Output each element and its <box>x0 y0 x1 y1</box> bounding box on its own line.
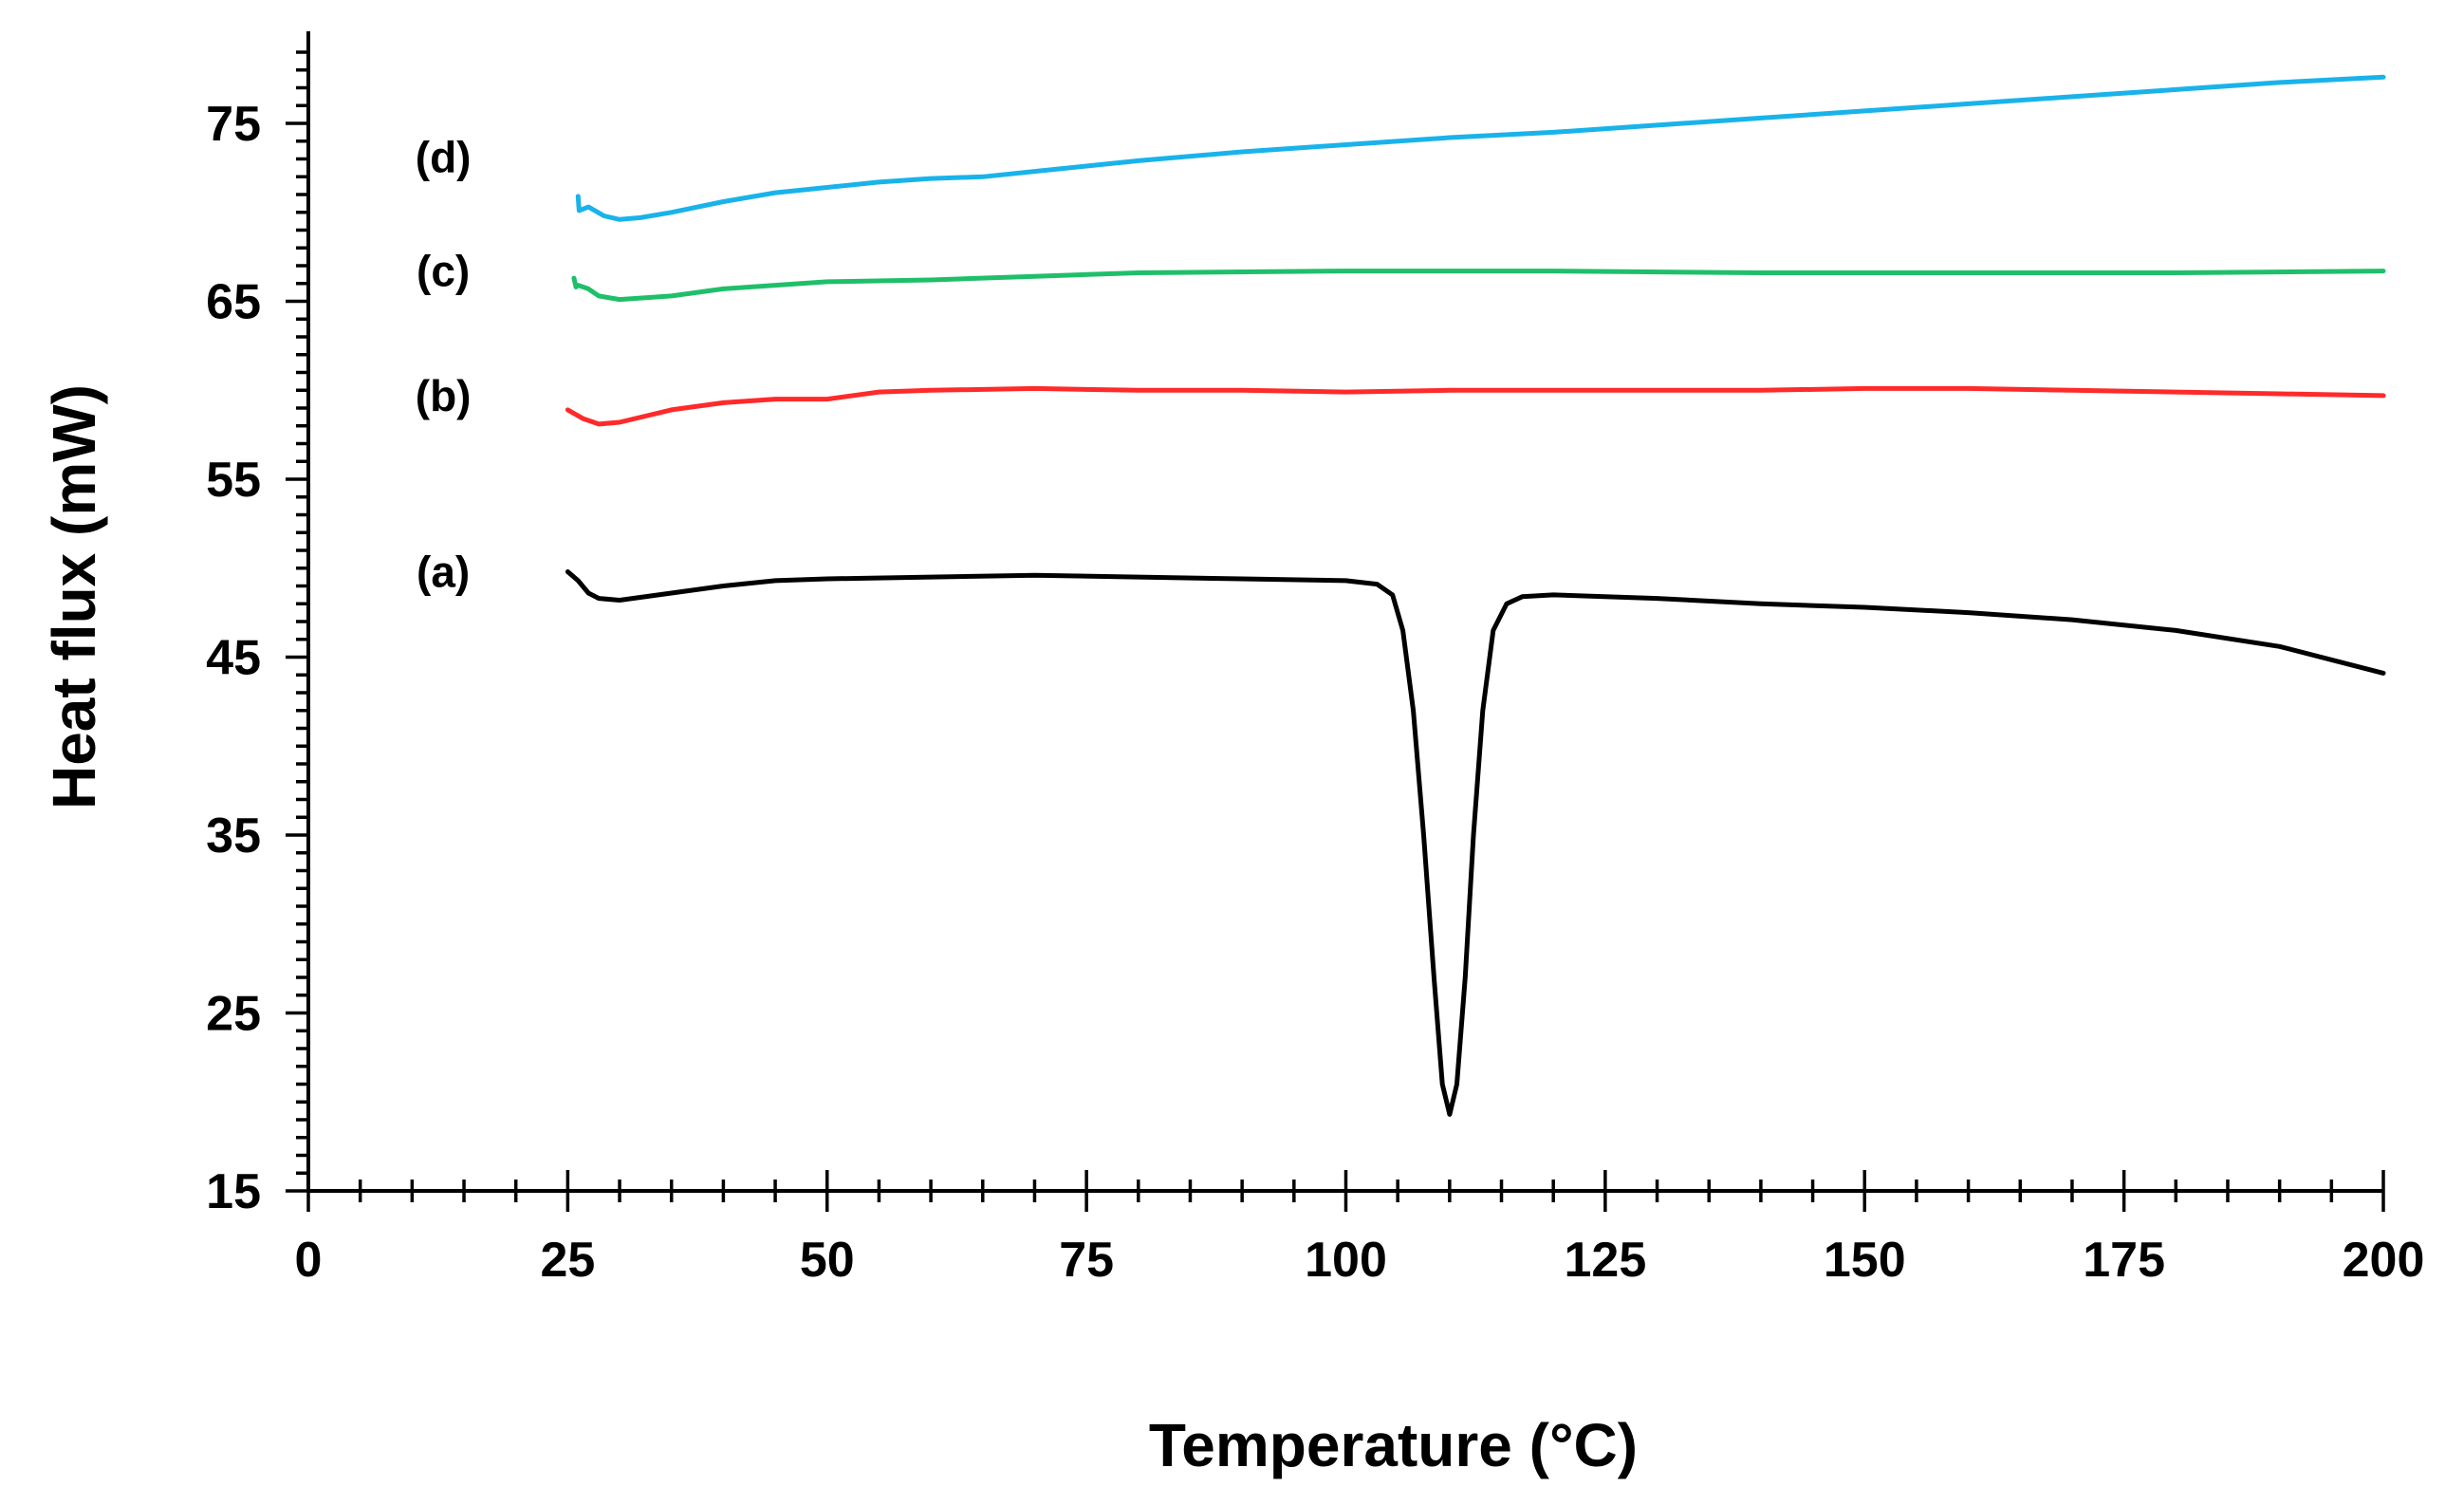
x-axis-title: Temperature (°C) <box>1149 1411 1638 1479</box>
y-tick-label: 65 <box>206 275 261 330</box>
y-tick-label: 75 <box>206 97 261 152</box>
series-label-b: (b) <box>416 371 472 420</box>
series-line-d <box>575 74 2386 222</box>
x-tick-label: 175 <box>2083 1233 2165 1288</box>
y-tick-label: 15 <box>206 1164 261 1219</box>
series-labels: (a) (b) (c) (d) <box>416 133 472 597</box>
x-tick-label: 50 <box>800 1233 855 1288</box>
y-tick-label: 25 <box>206 987 261 1042</box>
y-tick-label: 45 <box>206 631 261 686</box>
y-axis-ticks: 15 25 35 45 55 65 75 <box>206 50 308 1219</box>
y-tick-label: 35 <box>206 808 261 864</box>
axes <box>306 31 2383 1193</box>
series-label-a: (a) <box>417 548 470 597</box>
series-line-b <box>565 385 2386 427</box>
x-tick-label: 25 <box>540 1233 595 1288</box>
x-tick-label: 200 <box>2343 1233 2425 1288</box>
series-line-c <box>571 269 2386 303</box>
series-layer <box>565 74 2386 1117</box>
series-line-a <box>565 569 2386 1117</box>
y-axis-title: Heat flux (mW) <box>40 384 108 809</box>
x-axis-ticks: 0 25 50 75 100 125 150 175 200 <box>295 1170 2425 1288</box>
x-tick-label: 0 <box>295 1233 323 1288</box>
x-tick-label: 150 <box>1824 1233 1906 1288</box>
y-tick-label: 55 <box>206 453 261 508</box>
x-tick-label: 75 <box>1059 1233 1114 1288</box>
x-tick-label: 100 <box>1305 1233 1387 1288</box>
x-tick-label: 125 <box>1564 1233 1646 1288</box>
series-label-c: (c) <box>417 247 470 296</box>
series-label-d: (d) <box>416 133 472 182</box>
